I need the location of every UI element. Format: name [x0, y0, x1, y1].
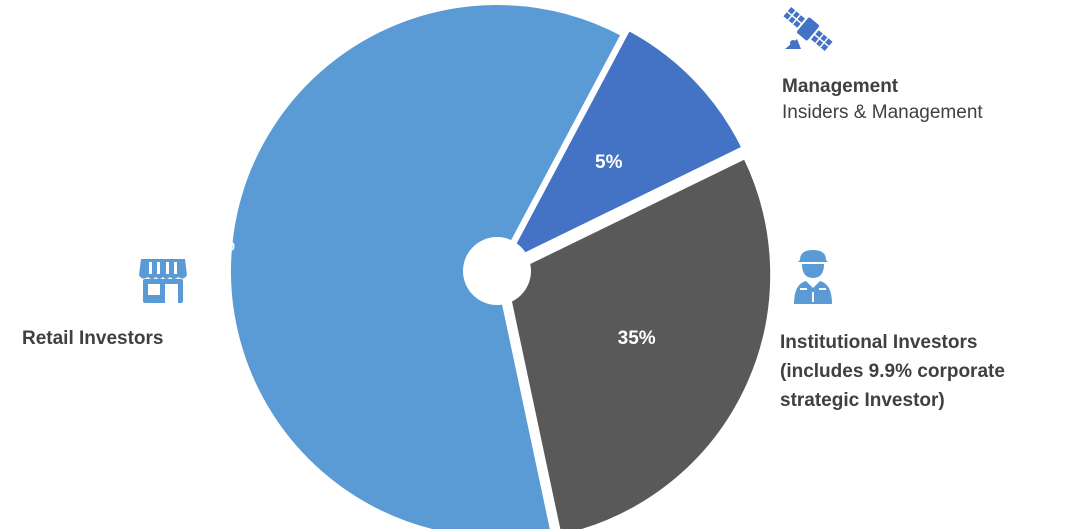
institutional-line-1: Institutional Investors: [780, 332, 978, 353]
management-label: Management Insiders & Management: [782, 74, 983, 126]
pie-slice-institutional-investors: [501, 154, 775, 529]
pie-data-label-institutional-investors: 35%: [618, 328, 656, 349]
storefront-icon: [137, 255, 189, 305]
pie-data-label-retail-investors: 60%: [197, 235, 235, 256]
pie-slice-management: [498, 26, 747, 270]
pie-center-hole: [463, 237, 531, 305]
retail-investors-label: Retail Investors: [22, 326, 164, 352]
pie-data-label-management: 5%: [595, 152, 623, 173]
institutional-line-3: strategic Investor): [780, 390, 945, 411]
pie-slices: [227, 1, 775, 529]
institutional-investors-label: Institutional Investors (includes 9.9% c…: [780, 328, 1080, 415]
satellite-icon: [779, 3, 837, 55]
institutional-line-2: (includes 9.9% corporate: [780, 361, 1005, 382]
pie-data-labels: 5% 35% 60%: [197, 152, 656, 349]
pie-slice-retail-investors: [227, 1, 626, 529]
retail-investors-title: Retail Investors: [22, 328, 164, 349]
management-subtitle: Insiders & Management: [782, 102, 983, 123]
management-title: Management: [782, 76, 899, 97]
soldier-icon: [792, 248, 834, 304]
